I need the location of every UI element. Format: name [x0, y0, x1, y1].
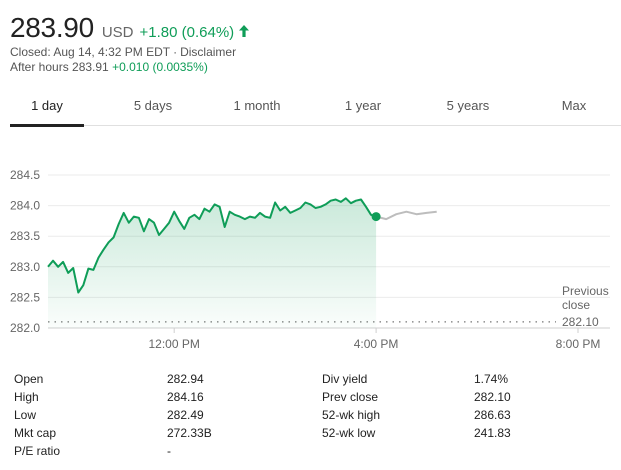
- tab-max[interactable]: Max: [540, 84, 608, 126]
- chart-lines: [47, 197, 437, 294]
- closed-timestamp: Closed: Aug 14, 4:32 PM EDT: [10, 45, 171, 59]
- chart-area: [48, 198, 377, 328]
- tab-label: Max: [561, 97, 587, 113]
- y-tick-label: 284.0: [10, 199, 40, 213]
- stat-value: -: [167, 444, 171, 458]
- tab-1-month[interactable]: 1 month: [222, 84, 292, 126]
- tab-5-days[interactable]: 5 days: [118, 84, 188, 126]
- currency-label: USD: [101, 24, 134, 41]
- previous-close-value: 282.10: [562, 315, 599, 329]
- stat-label: 52-wk low: [322, 426, 376, 440]
- stat-label: High: [14, 390, 39, 404]
- regular-session-line: [47, 197, 377, 294]
- x-tick-label: 8:00 PM: [556, 337, 601, 351]
- after-hours-line: After hours 283.91 +0.010 (0.0035%): [10, 60, 208, 74]
- stat-label: Mkt cap: [14, 426, 57, 440]
- tab-1-year[interactable]: 1 year: [328, 84, 398, 126]
- range-tabs: 1 day 5 days 1 month 1 year 5 years Max: [10, 84, 621, 127]
- stat-label: Prev close: [322, 390, 379, 404]
- y-tick-label: 284.5: [10, 168, 40, 182]
- tab-label: 1 day: [31, 97, 63, 113]
- tab-label: 5 years: [446, 97, 490, 113]
- regular-session-area: [48, 198, 377, 328]
- price-chart[interactable]: 284.5 284.0 283.5 283.0 282.5 282.0 12:00 PM 4:…: [0, 160, 621, 355]
- separator-dot: ·: [173, 45, 178, 59]
- price-change: +1.80 (0.64%): [139, 24, 235, 41]
- stat-label: P/E ratio: [14, 444, 61, 458]
- y-tick-label: 283.5: [10, 229, 40, 243]
- y-tick-label: 283.0: [10, 260, 40, 274]
- tab-label: 1 year: [344, 97, 382, 113]
- stat-value: 282.10: [474, 390, 511, 404]
- chart-labels: 284.5 284.0 283.5 283.0 282.5 282.0 12:00 PM 4:…: [10, 168, 609, 351]
- market-status-line: Closed: Aug 14, 4:32 PM EDT · Disclaimer: [10, 45, 236, 59]
- stat-value: 286.63: [474, 408, 511, 422]
- stat-value: 282.49: [167, 408, 204, 422]
- stat-value: 282.94: [167, 372, 204, 386]
- x-tick-label: 12:00 PM: [149, 337, 200, 351]
- previous-close-label: close: [562, 298, 590, 312]
- tab-5-years[interactable]: 5 years: [432, 84, 504, 126]
- tab-label: 1 month: [233, 97, 281, 113]
- stat-label: 52-wk high: [322, 408, 381, 422]
- stat-value: 272.33B: [167, 426, 212, 440]
- tab-label: 5 days: [133, 97, 173, 113]
- market-close-point: [371, 212, 381, 222]
- current-price: 283.90: [10, 12, 94, 43]
- after-hours-price: After hours 283.91: [10, 60, 109, 74]
- x-tick-label: 4:00 PM: [354, 337, 399, 351]
- after-hours-change: +0.010 (0.0035%): [112, 60, 208, 74]
- y-tick-label: 282.0: [10, 321, 40, 335]
- y-tick-label: 282.5: [10, 290, 40, 304]
- active-tab-indicator: [10, 124, 84, 127]
- stat-label: Open: [14, 372, 44, 386]
- quote-header: 283.90 USD +1.80 (0.64%): [10, 12, 250, 44]
- after-hours-line: [375, 210, 437, 221]
- tab-1-day[interactable]: 1 day: [10, 84, 84, 127]
- arrow-up-icon: [238, 24, 250, 38]
- stat-value: 284.16: [167, 390, 204, 404]
- previous-close-label: Previous: [562, 284, 609, 298]
- stat-label: Low: [14, 408, 37, 422]
- stat-value: 241.83: [474, 426, 511, 440]
- stat-value: 1.74%: [474, 372, 509, 386]
- stat-label: Div yield: [322, 372, 368, 386]
- disclaimer-link[interactable]: Disclaimer: [180, 45, 237, 59]
